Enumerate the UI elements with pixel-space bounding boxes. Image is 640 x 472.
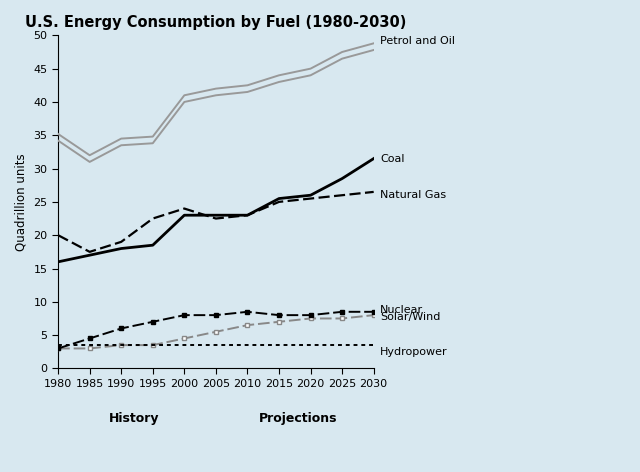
Text: Nuclear: Nuclear [380, 305, 423, 315]
Text: Solar/Wind: Solar/Wind [380, 312, 440, 322]
Y-axis label: Quadrillion units: Quadrillion units [15, 153, 28, 251]
Text: Coal: Coal [380, 153, 404, 164]
Text: Hydropower: Hydropower [380, 347, 447, 357]
Title: U.S. Energy Consumption by Fuel (1980-2030): U.S. Energy Consumption by Fuel (1980-20… [25, 15, 406, 30]
Text: Petrol and Oil: Petrol and Oil [380, 36, 455, 46]
Text: Natural Gas: Natural Gas [380, 190, 446, 200]
Text: Projections: Projections [259, 412, 337, 425]
Text: History: History [109, 412, 159, 425]
